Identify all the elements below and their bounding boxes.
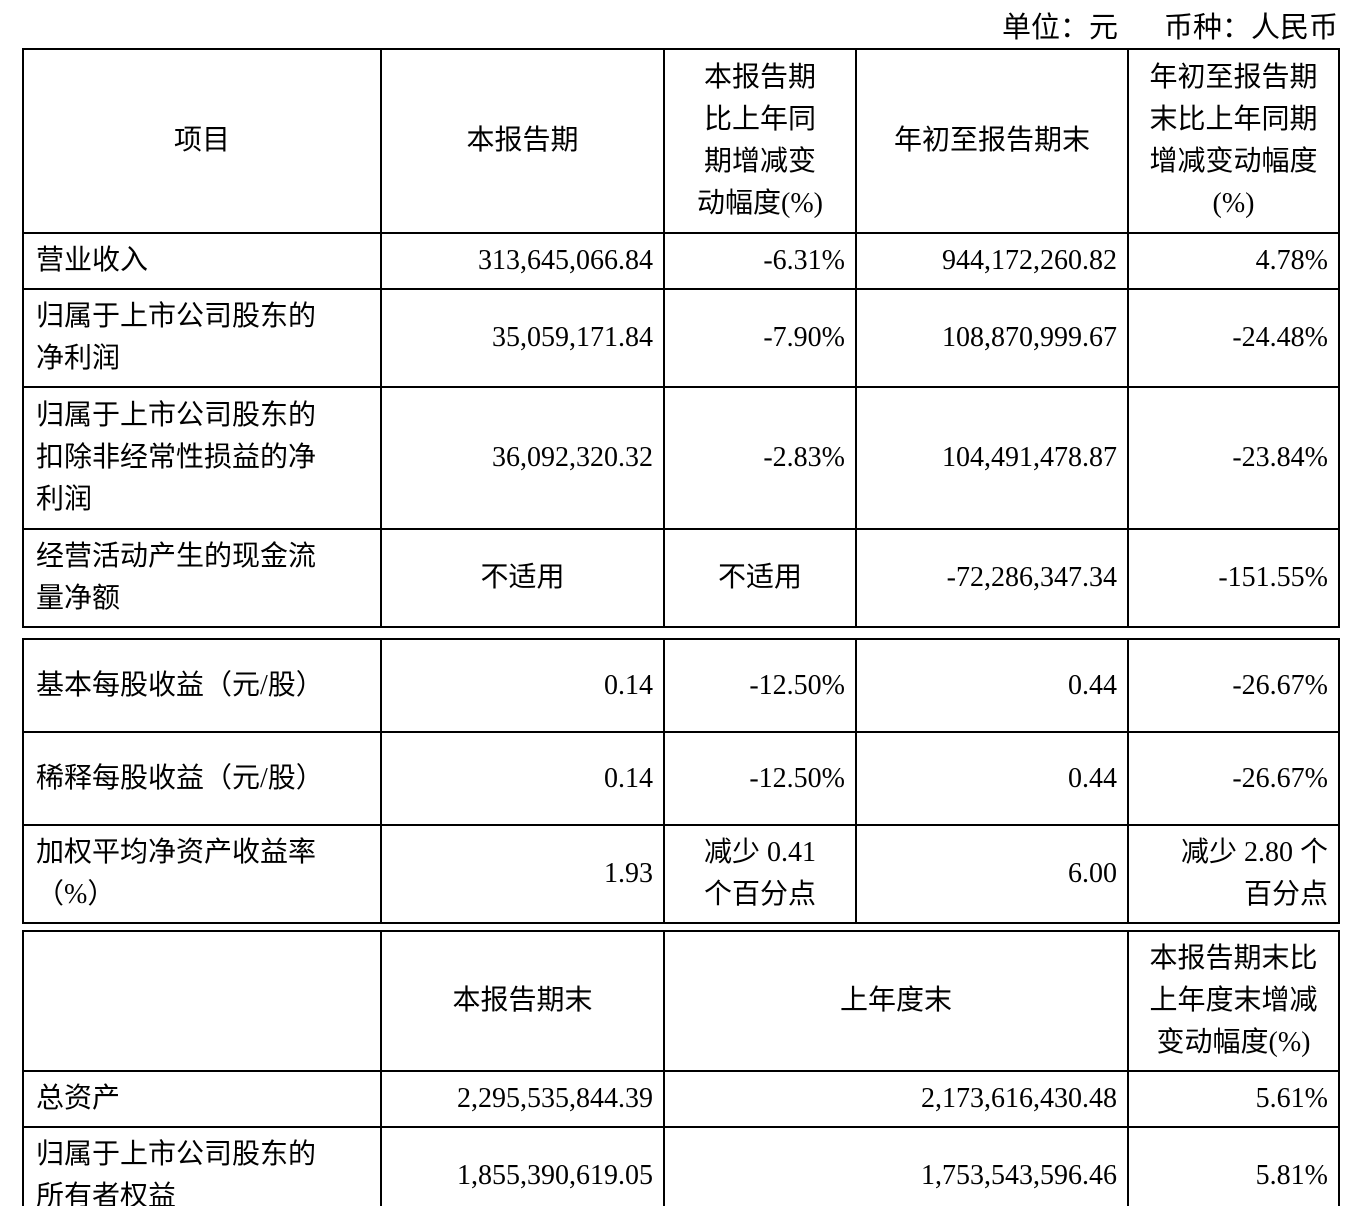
header-blank <box>22 930 382 1072</box>
item-label: 归属于上市公司股东的扣除非经常性损益的净利润 <box>22 386 382 530</box>
cell-current-change: 减少 0.41 个百分点 <box>663 824 857 924</box>
cell-ytd-change: -23.84% <box>1127 386 1340 530</box>
per-share-table: 基本每股收益（元/股） 0.14 -12.50% 0.44 -26.67% 稀释… <box>22 638 1340 924</box>
cell-current-period: 0.14 <box>380 638 665 733</box>
cell-period-change: 5.81% <box>1127 1126 1340 1206</box>
item-label: 经营活动产生的现金流量净额 <box>22 528 382 628</box>
cell-current-change: -7.90% <box>663 288 857 388</box>
item-label: 基本每股收益（元/股） <box>22 638 382 733</box>
table-row-basic-eps: 基本每股收益（元/股） 0.14 -12.50% 0.44 -26.67% <box>22 638 1340 733</box>
cell-current-change: -6.31% <box>663 232 857 290</box>
cell-ytd-change: -151.55% <box>1127 528 1340 628</box>
header-current-period-change: 本报告期 比上年同 期增减变 动幅度(%) <box>663 48 857 234</box>
cell-ytd: 104,491,478.87 <box>855 386 1129 530</box>
balance-table: 本报告期末 上年度末 本报告期末比 上年度末增减 变动幅度(%) 总资产 2,2… <box>22 930 1340 1206</box>
item-label: 总资产 <box>22 1070 382 1128</box>
cell-ytd-change: -26.67% <box>1127 731 1340 826</box>
cell-end-of-period: 2,295,535,844.39 <box>380 1070 665 1128</box>
header-item: 项目 <box>22 48 382 234</box>
cell-current-period: 35,059,171.84 <box>380 288 665 388</box>
cell-ytd: 6.00 <box>855 824 1129 924</box>
cell-current-period: 1.93 <box>380 824 665 924</box>
table-row-total-assets: 总资产 2,295,535,844.39 2,173,616,430.48 5.… <box>22 1070 1340 1128</box>
table-row-net-profit: 归属于上市公司股东的净利润 35,059,171.84 -7.90% 108,8… <box>22 288 1340 388</box>
summary-header-row: 项目 本报告期 本报告期 比上年同 期增减变 动幅度(%) 年初至报告期末 年初… <box>22 48 1340 234</box>
header-end-of-period: 本报告期末 <box>380 930 665 1072</box>
item-label: 稀释每股收益（元/股） <box>22 731 382 826</box>
cell-current-period: 0.14 <box>380 731 665 826</box>
table-row-owners-equity: 归属于上市公司股东的所有者权益 1,855,390,619.05 1,753,5… <box>22 1126 1340 1206</box>
cell-ytd-change: -26.67% <box>1127 638 1340 733</box>
header-ytd: 年初至报告期末 <box>855 48 1129 234</box>
summary-table: 项目 本报告期 本报告期 比上年同 期增减变 动幅度(%) 年初至报告期末 年初… <box>22 48 1340 628</box>
cell-ytd: 0.44 <box>855 638 1129 733</box>
cell-ytd: 0.44 <box>855 731 1129 826</box>
cell-current-change: 不适用 <box>663 528 857 628</box>
currency-label: 币种：人民币 <box>1163 12 1338 44</box>
header-current-period: 本报告期 <box>380 48 665 234</box>
table-row-net-profit-excl-nonrecurring: 归属于上市公司股东的扣除非经常性损益的净利润 36,092,320.32 -2.… <box>22 386 1340 530</box>
balance-header-row: 本报告期末 上年度末 本报告期末比 上年度末增减 变动幅度(%) <box>22 930 1340 1072</box>
table-row-weighted-avg-roe: 加权平均净资产收益率（%） 1.93 减少 0.41 个百分点 6.00 减少 … <box>22 824 1340 924</box>
cell-end-of-period: 1,855,390,619.05 <box>380 1126 665 1206</box>
cell-current-change: -12.50% <box>663 731 857 826</box>
cell-ytd: 944,172,260.82 <box>855 232 1129 290</box>
item-label: 营业收入 <box>22 232 382 290</box>
cell-ytd-change: 4.78% <box>1127 232 1340 290</box>
cell-current-change: -12.50% <box>663 638 857 733</box>
cell-ytd: -72,286,347.34 <box>855 528 1129 628</box>
cell-end-of-last-year: 1,753,543,596.46 <box>663 1126 1129 1206</box>
header-period-change: 本报告期末比 上年度末增减 变动幅度(%) <box>1127 930 1340 1072</box>
cell-ytd-change: -24.48% <box>1127 288 1340 388</box>
table-row-diluted-eps: 稀释每股收益（元/股） 0.14 -12.50% 0.44 -26.67% <box>22 731 1340 826</box>
header-end-of-last-year: 上年度末 <box>663 930 1129 1072</box>
unit-label: 单位：元 <box>1001 12 1118 44</box>
table-row-revenue: 营业收入 313,645,066.84 -6.31% 944,172,260.8… <box>22 232 1340 290</box>
table-row-operating-cash-flow: 经营活动产生的现金流量净额 不适用 不适用 -72,286,347.34 -15… <box>22 528 1340 628</box>
cell-current-period: 36,092,320.32 <box>380 386 665 530</box>
header-ytd-change: 年初至报告期 末比上年同期 增减变动幅度 (%) <box>1127 48 1340 234</box>
cell-current-change: -2.83% <box>663 386 857 530</box>
cell-end-of-last-year: 2,173,616,430.48 <box>663 1070 1129 1128</box>
cell-ytd-change: 减少 2.80 个 百分点 <box>1127 824 1340 924</box>
item-label: 加权平均净资产收益率（%） <box>22 824 382 924</box>
item-label: 归属于上市公司股东的所有者权益 <box>22 1126 382 1206</box>
cell-current-period: 不适用 <box>380 528 665 628</box>
item-label: 归属于上市公司股东的净利润 <box>22 288 382 388</box>
unit-currency-caption: 单位：元 币种：人民币 <box>22 4 1338 46</box>
cell-period-change: 5.61% <box>1127 1070 1340 1128</box>
cell-current-period: 313,645,066.84 <box>380 232 665 290</box>
cell-ytd: 108,870,999.67 <box>855 288 1129 388</box>
